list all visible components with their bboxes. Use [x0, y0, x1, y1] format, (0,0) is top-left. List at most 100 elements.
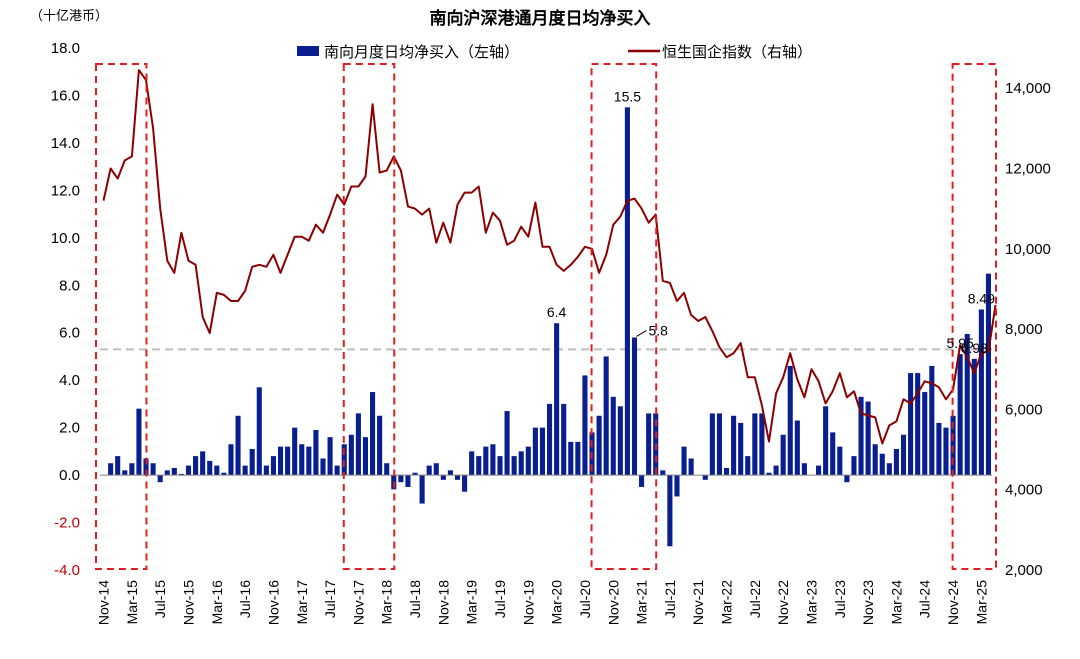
bar	[483, 446, 489, 476]
bar	[539, 427, 546, 476]
legend-bar-swatch	[297, 46, 319, 56]
data-label: 15.5	[614, 88, 641, 104]
bar	[185, 465, 192, 476]
bar	[263, 465, 269, 476]
bar	[235, 415, 241, 476]
bar	[823, 406, 829, 476]
bar	[108, 463, 114, 476]
bar	[688, 458, 694, 476]
highlight-window	[590, 63, 658, 570]
bar	[943, 427, 949, 476]
bar	[313, 430, 319, 476]
bar	[164, 470, 170, 476]
bar	[419, 475, 425, 504]
bar	[214, 465, 220, 476]
data-label: 8.49	[968, 290, 995, 306]
bar	[702, 475, 708, 480]
x-axis-tick: Nov-24	[945, 580, 961, 625]
left-axis-tick: -4.0	[54, 562, 80, 579]
bar	[752, 413, 758, 476]
x-axis-tick: Mar-19	[464, 580, 480, 625]
bar	[964, 333, 970, 476]
index-line-series	[102, 69, 997, 445]
left-axis-tick: 0.0	[59, 467, 80, 484]
bar	[886, 463, 892, 476]
bar	[950, 415, 956, 476]
bar	[723, 467, 730, 476]
bar	[978, 309, 984, 476]
x-axis-tick: Mar-24	[888, 580, 904, 625]
legend-bar-label: 南向月度日均净买入（左轴）	[324, 43, 519, 61]
x-axis-tick: Jul-17	[322, 580, 338, 618]
right-axis-tick: 6,000	[1005, 401, 1043, 418]
x-axis-tick: Jul-23	[832, 580, 848, 618]
x-axis-tick: Mar-18	[379, 580, 395, 625]
bar	[221, 472, 227, 476]
x-axis-tick: Nov-20	[605, 580, 621, 625]
x-axis-tick: Mar-15	[124, 580, 140, 625]
bar	[554, 323, 560, 476]
bar	[766, 472, 772, 476]
bar	[462, 475, 468, 492]
bar	[915, 373, 921, 476]
bar	[624, 107, 630, 476]
left-axis-tick: 2.0	[59, 420, 80, 437]
bar	[900, 434, 907, 476]
bar	[872, 444, 878, 476]
right-axis-tick: 12,000	[1005, 160, 1051, 177]
bar	[370, 392, 376, 476]
bar	[731, 415, 737, 476]
left-axis-tick: 8.0	[59, 277, 80, 294]
bar	[398, 475, 404, 483]
bar	[773, 465, 779, 476]
bar	[469, 451, 475, 476]
bar	[575, 441, 581, 476]
bar	[709, 413, 715, 476]
bar	[447, 470, 453, 476]
data-label: 5.95	[947, 335, 974, 351]
bar	[667, 475, 673, 547]
left-axis-tick: 6.0	[59, 325, 80, 342]
bar	[306, 446, 312, 476]
bar	[936, 422, 942, 476]
bar	[716, 413, 722, 476]
x-axis-tick: Nov-21	[690, 580, 706, 625]
bar	[794, 420, 800, 476]
x-axis-tick: Mar-21	[634, 580, 650, 625]
right-axis-tick: 4,000	[1005, 482, 1043, 499]
bar	[171, 467, 177, 476]
x-axis: Nov-14 Mar-15 Jul-15 Nov-15 Mar-16 Jul-16 Nov-…	[96, 580, 990, 625]
bar	[136, 408, 142, 476]
bar	[157, 475, 163, 483]
bar	[384, 463, 390, 476]
bar	[801, 463, 807, 476]
data-label: 5.8	[648, 322, 668, 338]
bar	[292, 427, 298, 476]
bar	[490, 444, 496, 476]
data-label-leader	[636, 330, 647, 337]
bar	[546, 403, 553, 476]
bar	[957, 354, 963, 476]
bar	[851, 456, 857, 476]
bar	[405, 475, 411, 487]
bar	[971, 358, 977, 476]
bar	[299, 444, 305, 476]
bar	[518, 451, 524, 476]
left-axis-tick: 14.0	[51, 135, 80, 152]
bar	[242, 465, 248, 476]
bar	[362, 437, 369, 476]
bar	[334, 465, 340, 476]
bar	[893, 448, 899, 476]
bar	[610, 396, 616, 476]
bar	[525, 446, 531, 476]
x-axis-tick: Mar-17	[294, 580, 310, 625]
data-label: 6.4	[547, 304, 567, 320]
bar	[596, 415, 602, 476]
bar	[816, 465, 822, 476]
bar	[681, 446, 687, 476]
data-label: 6.98	[961, 340, 988, 356]
x-axis-tick: Nov-19	[520, 580, 536, 625]
left-axis-tick: -2.0	[54, 515, 80, 532]
highlight-window	[95, 63, 148, 570]
